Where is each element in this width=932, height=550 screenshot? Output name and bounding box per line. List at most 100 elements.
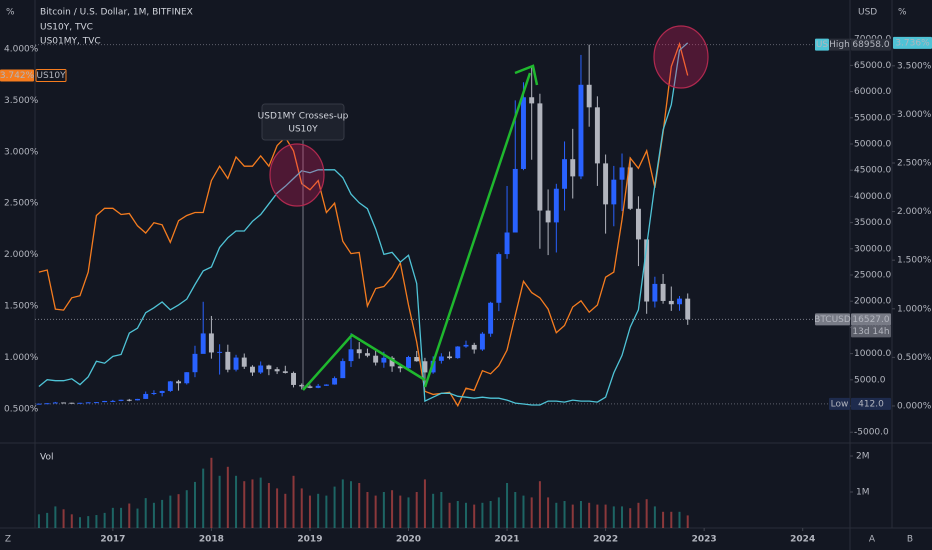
candle-body	[537, 103, 543, 211]
candle-body	[233, 357, 239, 370]
volume-bar	[325, 495, 328, 528]
volume-bar	[46, 512, 49, 528]
candle-body	[562, 159, 568, 189]
volume-bar	[333, 486, 336, 528]
overlay: USD1MY Crosses-up US10Y	[258, 25, 709, 391]
volume-bar	[70, 514, 73, 528]
x-tick-label: 2018	[199, 535, 224, 545]
candle-body	[594, 107, 600, 164]
candle-body	[77, 402, 83, 404]
legend-title: Bitcoin / U.S. Dollar, 1M, BITFINEX	[40, 8, 193, 18]
high-tag-bg	[829, 38, 850, 51]
y-tick-label: 30000.0	[854, 244, 891, 254]
trend-drawing	[302, 333, 426, 391]
candle-body	[258, 365, 264, 373]
candle-body	[479, 333, 485, 350]
countdown-bg	[851, 325, 891, 338]
axis-unit: USD	[858, 8, 877, 18]
volume-bar	[169, 495, 172, 528]
high-tag: High	[829, 40, 850, 50]
volume-bar	[670, 511, 673, 528]
volume-pane	[37, 457, 689, 528]
x-tick-label: 2023	[692, 535, 717, 545]
candle-body	[438, 356, 444, 361]
volume-bar	[473, 504, 476, 528]
volume-tick-label: 2M	[856, 451, 870, 461]
candle-body	[69, 402, 75, 404]
candle-body	[488, 302, 494, 334]
toolbar-button[interactable]: B	[907, 535, 913, 545]
volume-bar	[555, 502, 558, 528]
candle-body	[406, 357, 411, 369]
candle-body	[553, 188, 559, 223]
volume-bar	[185, 490, 188, 528]
volume-bar	[374, 495, 377, 528]
volume-bar	[300, 488, 303, 528]
price-value-bg	[851, 313, 891, 326]
candle-body	[504, 232, 510, 255]
volume-bar	[563, 500, 566, 528]
y3-tick-label: 3.500%	[4, 96, 39, 106]
volume-bar	[588, 502, 591, 528]
volume-bar	[530, 497, 533, 528]
series-tag-bg	[815, 38, 829, 51]
y2-tick-label: 1.000%	[897, 304, 932, 314]
volume-bar	[111, 507, 114, 528]
volume-bar	[267, 482, 270, 528]
volume-bar	[637, 502, 640, 528]
volume-bar	[538, 481, 541, 528]
toolbar-button[interactable]: Z	[5, 535, 11, 545]
candle-body	[217, 351, 223, 353]
candle-body	[496, 254, 502, 303]
volume-bar	[440, 491, 443, 528]
y3-tick-label: 1.500%	[4, 301, 39, 311]
candle-body	[241, 357, 247, 367]
candle-body	[652, 283, 658, 302]
candle-body	[685, 298, 691, 320]
volume-bar	[514, 491, 517, 528]
volume-bar	[358, 482, 361, 528]
candle-body	[176, 381, 182, 384]
series-tag: US	[816, 40, 829, 50]
y2-tick-label: 0.000%	[897, 401, 932, 411]
y-tick-label: 55000.0	[854, 113, 891, 123]
volume-bar	[350, 481, 353, 528]
candle-body	[512, 168, 518, 233]
candle-body	[635, 208, 641, 240]
y3-tick-label: 2.500%	[4, 199, 39, 209]
x-tick-label: 2019	[297, 535, 322, 545]
candle-body	[323, 384, 329, 386]
volume-bar	[382, 491, 385, 528]
candle-body	[93, 402, 99, 404]
y-tick-label: 5000.0	[854, 375, 886, 385]
volume-bar	[612, 506, 615, 528]
volume-bar	[218, 475, 221, 528]
volume-bar	[522, 495, 525, 528]
volume-bar	[235, 475, 238, 528]
candle-body	[126, 399, 132, 401]
series-tag-bg	[35, 69, 67, 83]
volume-bar	[415, 491, 418, 528]
high-value: 68958.0	[852, 40, 889, 50]
candle-body	[348, 349, 354, 362]
highlight-circle	[653, 25, 709, 89]
candle-body	[291, 372, 296, 385]
volume-bar	[79, 517, 82, 528]
volume-bar	[391, 490, 394, 528]
candle-body	[364, 353, 370, 356]
candle-body	[159, 390, 165, 394]
volume-bar	[202, 468, 205, 528]
candle-body	[184, 372, 190, 384]
price-tag-bg	[815, 313, 850, 326]
low-tag-bg	[829, 397, 850, 410]
candle-body	[381, 357, 387, 363]
volume-bar	[259, 477, 262, 528]
x-tick-label: 2017	[100, 535, 125, 545]
candle-body	[447, 356, 453, 359]
candle-body	[266, 365, 272, 370]
toolbar-button[interactable]: A	[869, 535, 876, 545]
candle-body	[545, 210, 551, 223]
volume-bar	[308, 495, 311, 528]
